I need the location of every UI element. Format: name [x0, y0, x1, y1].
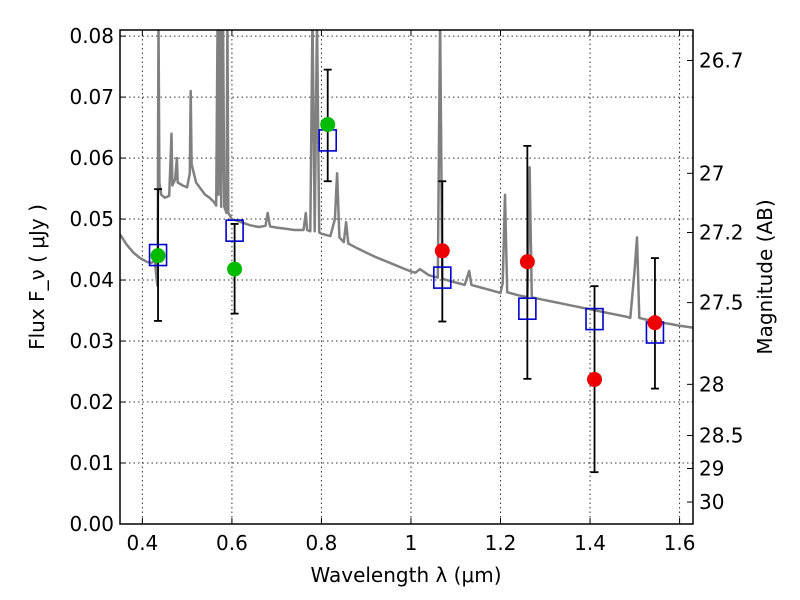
y-tick-label: 0.02	[69, 390, 114, 414]
green-point	[320, 117, 336, 133]
magnitude-tick-label: 27.2	[699, 220, 744, 244]
y-tick-label: 0.07	[69, 85, 114, 109]
magnitude-tick-label: 26.7	[699, 48, 744, 72]
green-point	[227, 261, 243, 277]
magnitude-tick-label: 29	[699, 457, 724, 481]
x-tick-label: 1.4	[574, 531, 606, 555]
y-tick-label: 0.01	[69, 451, 114, 475]
y-tick-label: 0.08	[69, 24, 114, 48]
square-marker	[585, 307, 604, 331]
y-tick-label: 0.04	[69, 268, 114, 292]
grid	[120, 30, 693, 525]
model-spectrum-line	[120, 30, 693, 329]
error-bars	[154, 68, 659, 474]
green-point	[150, 248, 166, 264]
x-tick-label: 1.2	[485, 531, 517, 555]
magnitude-tick-label: 30	[699, 490, 724, 514]
y-tick-label: 0.03	[69, 329, 114, 353]
square-marker	[433, 266, 452, 289]
y-tick-label: 0.05	[69, 207, 114, 231]
square-marker	[225, 219, 244, 242]
markers	[148, 117, 665, 387]
square-marker	[518, 297, 537, 321]
red-point	[519, 254, 535, 270]
square-marker	[148, 243, 168, 267]
y-ticks: 0.00 0.01 0.02 0.03 0.04 0.05 0.06 0.07 0.08	[69, 24, 126, 536]
y-tick-label: 0.00	[69, 512, 114, 536]
red-point	[434, 243, 450, 259]
x-ticks: 0.4 0.6 0.8 1 1.2 1.4 1.6	[126, 30, 695, 555]
plot-frame	[119, 29, 694, 525]
x-tick-label: 1.6	[664, 531, 696, 555]
magnitude-ticks: 26.7 27 27.2 27.5 28 28.5 29 30	[687, 48, 744, 514]
x-tick-label: 1	[405, 531, 418, 555]
x-tick-label: 0.6	[216, 531, 248, 555]
x-tick-label: 0.4	[126, 531, 158, 555]
x-axis-label: Wavelength λ (μm)	[310, 563, 501, 587]
x-tick-label: 0.8	[306, 531, 338, 555]
magnitude-tick-label: 27	[699, 161, 724, 185]
red-point	[647, 315, 663, 331]
magnitude-tick-label: 28	[699, 372, 724, 396]
magnitude-tick-label: 27.5	[699, 291, 744, 315]
y-tick-label: 0.06	[69, 146, 114, 170]
y2-axis-label: Magnitude (AB)	[753, 199, 777, 354]
model-spectrum	[120, 30, 693, 329]
y-axis-label: Flux F_ν ( μJy )	[25, 204, 49, 350]
magnitude-tick-label: 28.5	[699, 424, 744, 448]
red-point	[587, 371, 603, 387]
